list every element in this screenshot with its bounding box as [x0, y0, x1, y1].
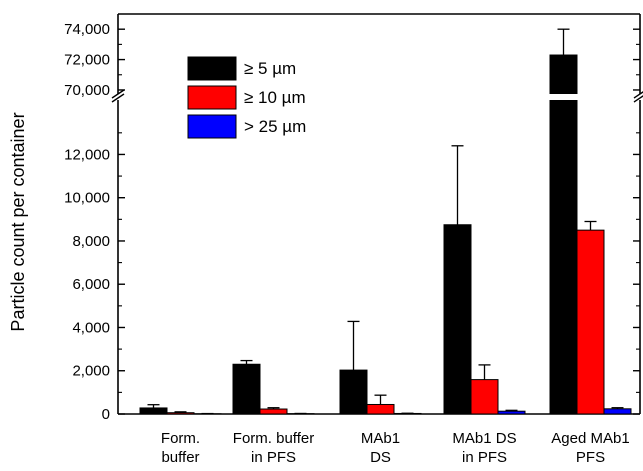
x-tick-label: MAb1 DS — [361, 430, 400, 466]
y-tick-label: 2,000 — [72, 363, 110, 380]
legend-swatch — [187, 85, 237, 110]
plot-area: 0 2,000 4,000 6,000 8,000 10,000 12,000 70,000 7… — [64, 13, 643, 466]
y-tick-label: 6,000 — [72, 276, 110, 293]
legend-label: ≥ 5 µm — [244, 59, 296, 78]
bar — [497, 410, 526, 415]
bar — [470, 379, 499, 415]
bar — [259, 408, 288, 415]
bar — [443, 224, 472, 415]
y-tick-label: 72,000 — [64, 52, 110, 69]
bar — [603, 408, 632, 415]
x-tick-label: MAb1 DS in PFS — [452, 430, 516, 466]
x-tick-label: Form. buffer — [161, 430, 200, 466]
legend-swatch — [187, 56, 237, 81]
y-tick-label: 70,000 — [64, 82, 110, 99]
axis-break-mark — [111, 93, 125, 103]
y-tick-label: 4,000 — [72, 319, 110, 336]
legend-label: > 25 µm — [244, 117, 306, 136]
axis-break-mark — [111, 89, 125, 99]
y-axis-title: Particle count per container — [8, 112, 28, 331]
legend-swatch — [187, 114, 237, 139]
x-tick-label-line: Form. buffer — [233, 430, 314, 447]
y-tick-label: 8,000 — [72, 233, 110, 250]
bar — [339, 369, 368, 415]
axis-break-mark — [633, 91, 643, 99]
bar — [166, 412, 195, 415]
x-tick-label-line: MAb1 — [361, 430, 400, 447]
x-tick-label-line: DS — [370, 449, 391, 466]
bar — [549, 54, 578, 415]
x-tick-label-line: MAb1 DS — [452, 430, 516, 447]
y-tick-label: 0 — [102, 406, 110, 423]
y-tick-label: 12,000 — [64, 146, 110, 163]
x-tick-label-line: buffer — [161, 449, 199, 466]
y-tick-label: 74,000 — [64, 21, 110, 38]
bar — [366, 403, 395, 415]
x-tick-label-line: in PFS — [462, 449, 507, 466]
legend-label: ≥ 10 µm — [244, 88, 306, 107]
axis-break-mark — [633, 95, 643, 103]
x-tick-label-line: Form. — [161, 430, 200, 447]
bar — [232, 363, 261, 415]
x-tick-label: Aged MAb1 PFS — [551, 430, 629, 466]
bar — [139, 407, 168, 415]
bar — [576, 229, 605, 415]
x-tick-label: Form. buffer in PFS — [233, 430, 314, 466]
x-tick-label-line: Aged MAb1 — [551, 430, 629, 447]
x-tick-label-line: in PFS — [251, 449, 296, 466]
y-tick-label: 10,000 — [64, 190, 110, 207]
x-tick-label-line: PFS — [576, 449, 605, 466]
axis-break-gap — [115, 94, 643, 100]
